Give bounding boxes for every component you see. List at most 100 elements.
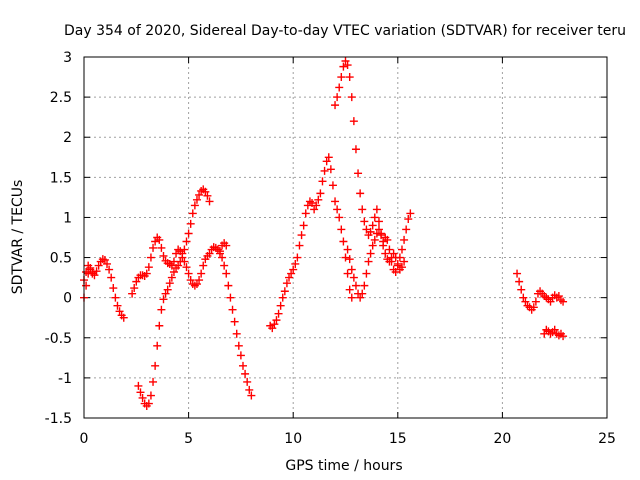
data-point <box>308 199 317 208</box>
data-point <box>188 209 197 218</box>
x-tick-label: 15 <box>389 431 407 447</box>
data-point <box>222 241 231 250</box>
data-point <box>312 201 321 210</box>
data-point <box>153 341 162 350</box>
data-points <box>80 57 568 410</box>
data-point <box>345 255 354 264</box>
data-point <box>372 205 381 214</box>
data-point <box>515 277 524 286</box>
data-point <box>274 309 283 318</box>
data-point <box>362 225 371 234</box>
data-point <box>169 267 178 276</box>
data-point <box>347 265 356 274</box>
y-tick-label: 0 <box>63 291 72 307</box>
data-point <box>155 235 164 244</box>
data-point <box>159 251 168 260</box>
data-point <box>381 249 390 258</box>
data-point <box>326 165 335 174</box>
data-point <box>224 281 233 290</box>
y-tick-label: 1 <box>63 210 72 226</box>
data-point <box>391 267 400 276</box>
x-tick-label: 10 <box>284 431 302 447</box>
data-point <box>289 265 298 274</box>
data-point <box>192 280 201 289</box>
data-point <box>82 281 91 290</box>
x-tick-label: 5 <box>184 431 193 447</box>
data-point <box>349 117 358 126</box>
data-point <box>364 257 373 266</box>
data-point <box>280 287 289 296</box>
data-point <box>339 62 348 71</box>
data-point <box>337 73 346 82</box>
data-point <box>184 229 193 238</box>
data-point <box>201 187 210 196</box>
data-point <box>351 145 360 154</box>
data-point <box>391 253 400 262</box>
data-point <box>351 281 360 290</box>
data-point <box>100 255 109 264</box>
data-point <box>521 297 530 306</box>
x-tick-label: 0 <box>80 431 89 447</box>
data-point <box>205 249 214 258</box>
data-point <box>297 231 306 240</box>
axis-ticks: 0 5 10 15 20 25 -1.5 -1 -0.5 0 0.5 1 1.5 2 2.5 3 <box>45 50 616 447</box>
data-point <box>322 157 331 166</box>
data-point <box>128 289 137 298</box>
y-tick-label: 2.5 <box>50 90 72 106</box>
data-point <box>324 153 333 162</box>
data-point <box>347 293 356 302</box>
y-tick-label: -1.5 <box>45 411 72 427</box>
data-point <box>404 215 413 224</box>
data-point <box>299 221 308 230</box>
data-point <box>157 243 166 252</box>
data-point <box>368 241 377 250</box>
data-point <box>320 166 329 175</box>
data-point <box>163 285 172 294</box>
data-point <box>360 281 369 290</box>
data-point <box>130 284 139 293</box>
data-point <box>559 297 568 306</box>
data-point <box>205 197 214 206</box>
data-point <box>109 284 118 293</box>
data-point <box>337 225 346 234</box>
data-point <box>341 253 350 262</box>
data-point <box>310 205 319 214</box>
data-point <box>389 249 398 258</box>
data-point <box>318 177 327 186</box>
data-point <box>197 269 206 278</box>
data-point <box>385 245 394 254</box>
y-axis-label: SDTVAR / TECUs <box>10 180 26 295</box>
data-point <box>132 277 141 286</box>
data-point <box>517 285 526 294</box>
data-point <box>92 267 101 276</box>
data-point <box>339 237 348 246</box>
data-point <box>167 273 176 282</box>
y-tick-label: 1.5 <box>50 170 72 186</box>
data-point <box>345 73 354 82</box>
data-point <box>247 391 256 400</box>
data-point <box>215 249 224 258</box>
x-axis-label: GPS time / hours <box>285 458 402 474</box>
y-tick-label: 0.5 <box>50 251 72 267</box>
data-point <box>291 259 300 268</box>
data-point <box>368 221 377 230</box>
series-3 <box>134 239 231 410</box>
data-point <box>370 213 379 222</box>
data-point <box>190 201 199 210</box>
data-point <box>157 305 166 314</box>
data-point <box>182 263 191 272</box>
series-9 <box>540 325 568 341</box>
data-point <box>529 303 538 312</box>
data-point <box>331 197 340 206</box>
data-point <box>186 276 195 285</box>
data-point <box>356 189 365 198</box>
data-point <box>234 341 243 350</box>
data-point <box>278 293 287 302</box>
data-point <box>406 209 415 218</box>
data-point <box>270 320 279 329</box>
y-tick-label: -0.5 <box>45 331 72 347</box>
series-7 <box>343 225 409 302</box>
data-point <box>238 361 247 370</box>
plot-frame <box>83 56 608 419</box>
